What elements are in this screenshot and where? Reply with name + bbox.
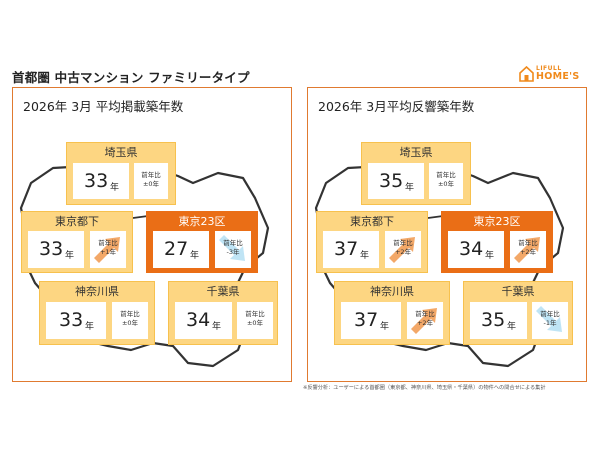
change-box: 前年比 +2年 bbox=[407, 302, 443, 339]
value: 27 bbox=[164, 238, 189, 260]
region-card-tokyo-tama: 東京都下 33 年 前年比 +1年 bbox=[21, 211, 133, 273]
page-title: 首都圏 中古マンション ファミリータイプ bbox=[12, 70, 250, 85]
change-box: 前年比 +2年 bbox=[385, 231, 421, 268]
change-box: 前年比 +2年 bbox=[510, 231, 546, 268]
up-arrow-icon bbox=[389, 237, 415, 263]
unit: 年 bbox=[65, 251, 75, 261]
region-card-tokyo-23-wards: 東京23区 27 年 前年比 -3年 bbox=[146, 211, 258, 273]
unit: 年 bbox=[405, 183, 415, 193]
value: 34 bbox=[186, 309, 211, 331]
change-box: 前年比 -1年 bbox=[532, 302, 568, 339]
value: 33 bbox=[39, 238, 64, 260]
up-arrow-icon bbox=[514, 237, 540, 263]
change-box: 前年比 ±0年 bbox=[112, 302, 148, 339]
panel-listing-age: 2026年 3月 平均掲載築年数 埼玉県 33 年 前年比 ±0年 東京都下 3… bbox=[12, 87, 292, 382]
house-icon bbox=[519, 66, 534, 82]
change-box: 前年比 +1年 bbox=[90, 231, 126, 268]
region-card-tokyo-tama: 東京都下 37 年 前年比 +2年 bbox=[316, 211, 428, 273]
unit: 年 bbox=[190, 251, 200, 261]
value: 37 bbox=[354, 309, 379, 331]
region-card-chiba: 千葉県 35 年 前年比 -1年 bbox=[463, 281, 573, 345]
panel-title: 2026年 3月平均反響築年数 bbox=[318, 99, 475, 114]
lifull-homes-logo: LIFULL HOME'S bbox=[519, 64, 595, 84]
change-box: 前年比 -3年 bbox=[215, 231, 251, 268]
unit: 年 bbox=[212, 322, 222, 332]
change-box: 前年比 ±0年 bbox=[237, 302, 273, 339]
value: 35 bbox=[481, 309, 506, 331]
panel-title: 2026年 3月 平均掲載築年数 bbox=[23, 99, 184, 114]
up-arrow-icon bbox=[94, 237, 120, 263]
unit: 年 bbox=[380, 322, 390, 332]
value: 37 bbox=[334, 238, 359, 260]
value: 33 bbox=[84, 170, 109, 192]
down-arrow-icon bbox=[536, 306, 562, 332]
region-card-kanagawa: 神奈川県 33 年 前年比 ±0年 bbox=[39, 281, 155, 345]
unit: 年 bbox=[507, 322, 517, 332]
panel-inquiry-age: 2026年 3月平均反響築年数 埼玉県 35 年 前年比 ±0年 東京都下 37… bbox=[307, 87, 587, 382]
down-arrow-icon bbox=[219, 235, 245, 261]
unit: 年 bbox=[110, 183, 120, 193]
change-box: 前年比 ±0年 bbox=[134, 163, 168, 199]
footnote: ※反響分析：ユーザーによる首都圏（東京都、神奈川県、埼玉県・千葉県）の物件への問… bbox=[303, 385, 546, 391]
unit: 年 bbox=[485, 251, 495, 261]
region-card-kanagawa: 神奈川県 37 年 前年比 +2年 bbox=[334, 281, 450, 345]
change-box: 前年比 ±0年 bbox=[429, 163, 463, 199]
region-card-chiba: 千葉県 34 年 前年比 ±0年 bbox=[168, 281, 278, 345]
region-card-saitama: 埼玉県 35 年 前年比 ±0年 bbox=[361, 142, 471, 205]
up-arrow-icon bbox=[411, 308, 437, 334]
region-card-tokyo-23-wards: 東京23区 34 年 前年比 +2年 bbox=[441, 211, 553, 273]
value: 34 bbox=[459, 238, 484, 260]
unit: 年 bbox=[85, 322, 95, 332]
value: 33 bbox=[59, 309, 84, 331]
value: 35 bbox=[379, 170, 404, 192]
region-card-saitama: 埼玉県 33 年 前年比 ±0年 bbox=[66, 142, 176, 205]
unit: 年 bbox=[360, 251, 370, 261]
